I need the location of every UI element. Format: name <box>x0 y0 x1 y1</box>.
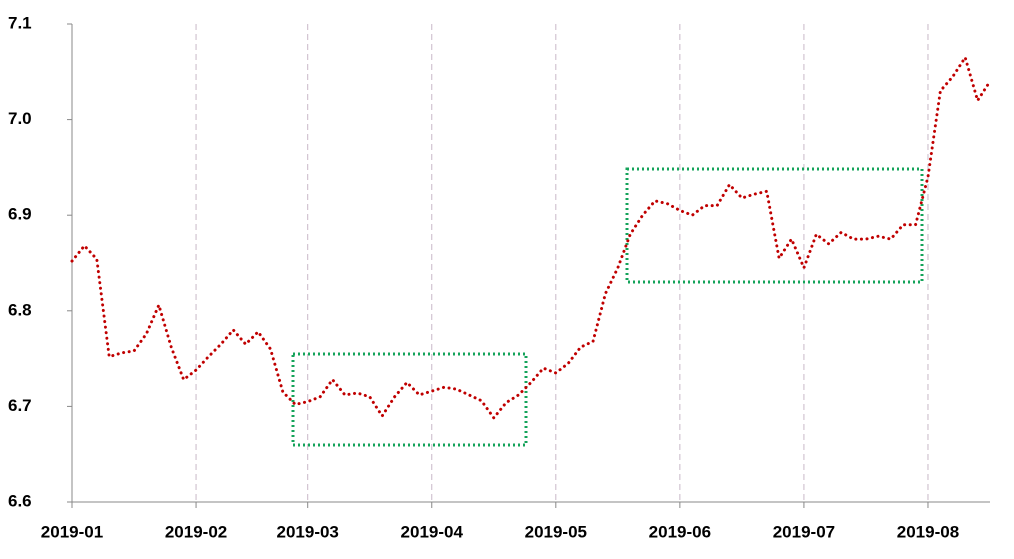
y-tick-label: 7.1 <box>8 13 32 32</box>
x-tick-label: 2019-02 <box>165 522 227 541</box>
y-tick-label: 7.0 <box>8 109 32 128</box>
highlight-box <box>625 167 924 284</box>
x-tick-label: 2019-06 <box>649 522 711 541</box>
x-tick-label: 2019-04 <box>401 522 464 541</box>
y-tick-label: 6.8 <box>8 300 32 319</box>
highlight-box <box>291 352 528 447</box>
y-tick-label: 6.6 <box>8 491 32 510</box>
x-tick-label: 2019-07 <box>773 522 835 541</box>
x-tick-label: 2019-03 <box>277 522 339 541</box>
x-tick-label: 2019-05 <box>525 522 587 541</box>
y-tick-label: 6.9 <box>8 205 32 224</box>
x-tick-label: 2019-01 <box>41 522 103 541</box>
x-tick-label: 2019-08 <box>897 522 959 541</box>
data-line <box>70 55 992 420</box>
y-tick-label: 6.7 <box>8 396 32 415</box>
